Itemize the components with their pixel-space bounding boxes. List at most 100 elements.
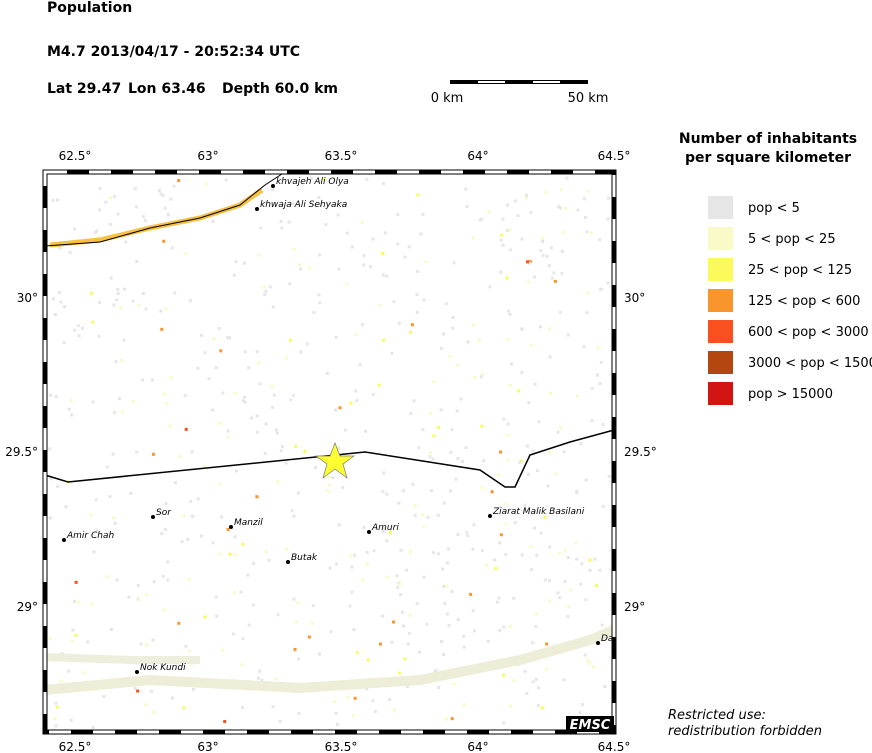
- pop-cell: [127, 595, 131, 599]
- pop-cell: [141, 292, 145, 296]
- pop-cell: [436, 425, 440, 429]
- pop-cell: [337, 446, 341, 450]
- pop-cell: [400, 610, 404, 614]
- pop-cell: [512, 596, 516, 600]
- pop-cell: [422, 575, 426, 579]
- pop-cell: [534, 625, 538, 629]
- pop-cell: [417, 446, 421, 450]
- pop-cell: [170, 696, 174, 700]
- lon-label: 64.5°: [598, 149, 631, 163]
- pop-cell: [381, 530, 385, 534]
- pop-cell: [294, 444, 298, 448]
- pop-cell: [416, 269, 420, 273]
- pop-cell: [325, 371, 329, 375]
- pop-cell: [71, 639, 75, 643]
- pop-cell: [119, 306, 123, 310]
- pop-cell: [429, 411, 433, 415]
- pop-cell: [502, 625, 506, 629]
- place-label: Amir Chah: [66, 531, 114, 541]
- depth: Depth 60.0 km: [222, 81, 338, 97]
- pop-cell: [381, 338, 385, 342]
- pop-cell: [462, 634, 466, 638]
- pop-cell: [548, 545, 552, 549]
- pop-cell: [109, 627, 113, 631]
- pop-cell: [406, 642, 410, 646]
- pop-cell: [545, 667, 549, 671]
- pop-cell: [143, 219, 147, 223]
- pop-cell: [587, 661, 591, 665]
- pop-cell: [540, 706, 544, 710]
- pop-cell: [499, 270, 503, 274]
- pop-cell: [472, 523, 476, 527]
- pop-cell: [526, 472, 530, 476]
- pop-cell: [586, 291, 590, 295]
- pop-cell: [243, 395, 247, 399]
- pop-cell: [184, 427, 188, 431]
- pop-cell: [334, 335, 338, 339]
- pop-cell: [233, 392, 237, 396]
- pop-cell: [49, 393, 53, 397]
- pop-cell: [296, 491, 300, 495]
- legend-swatch: [708, 351, 733, 374]
- pop-cell: [161, 575, 165, 579]
- pop-cell: [218, 421, 222, 425]
- pop-cell: [543, 578, 547, 582]
- pop-cell: [425, 622, 429, 626]
- pop-cell: [159, 192, 163, 196]
- pop-cell: [86, 640, 90, 644]
- pop-cell: [547, 264, 551, 268]
- pop-cell: [232, 273, 236, 277]
- pop-cell: [55, 705, 59, 709]
- place-dot: [135, 670, 139, 674]
- pop-cell: [534, 612, 538, 616]
- pop-cell: [486, 639, 490, 643]
- place-label: khvajeh Ali Olya: [276, 177, 349, 187]
- pop-cell: [203, 615, 207, 619]
- legend-label: 600 < pop < 3000: [748, 325, 869, 340]
- pop-cell: [382, 526, 386, 530]
- pop-cell: [288, 282, 292, 286]
- pop-cell: [151, 638, 155, 642]
- pop-cell: [74, 580, 78, 584]
- lon-label: 63°: [197, 149, 218, 163]
- pop-cell: [136, 583, 140, 587]
- pop-cell: [360, 220, 364, 224]
- pop-cell: [160, 511, 164, 515]
- pop-cell: [532, 275, 536, 279]
- pop-cell: [69, 399, 73, 403]
- pop-cell: [307, 266, 311, 270]
- pop-cell: [502, 721, 506, 725]
- pop-cell: [531, 449, 535, 453]
- pop-cell: [362, 263, 366, 267]
- pop-cell: [255, 414, 259, 418]
- pop-cell: [135, 259, 139, 263]
- pop-cell: [536, 704, 540, 708]
- pop-cell: [226, 336, 230, 340]
- pop-cell: [433, 670, 437, 674]
- pop-cell: [443, 601, 447, 605]
- place-dot: [229, 525, 233, 529]
- pop-cell: [145, 592, 149, 596]
- pop-cell: [590, 418, 594, 422]
- pop-cell: [226, 429, 230, 433]
- pop-cell: [535, 553, 539, 557]
- pop-cell: [169, 376, 173, 380]
- pop-cell: [317, 293, 321, 297]
- pop-cell: [272, 393, 276, 397]
- pop-cell: [166, 578, 170, 582]
- pop-cell: [182, 706, 186, 710]
- pop-cell: [533, 526, 537, 530]
- pop-cell: [353, 696, 357, 700]
- pop-cell: [113, 411, 117, 415]
- pop-cell: [398, 671, 402, 675]
- pop-cell: [409, 330, 413, 334]
- pop-cell: [415, 292, 419, 296]
- pop-cell: [271, 405, 275, 409]
- pop-cell: [160, 532, 164, 536]
- pop-cell: [594, 584, 598, 588]
- pop-cell: [501, 243, 505, 247]
- pop-cell: [442, 501, 446, 505]
- pop-cell: [115, 578, 119, 582]
- pop-cell: [267, 558, 271, 562]
- pop-cell: [221, 391, 225, 395]
